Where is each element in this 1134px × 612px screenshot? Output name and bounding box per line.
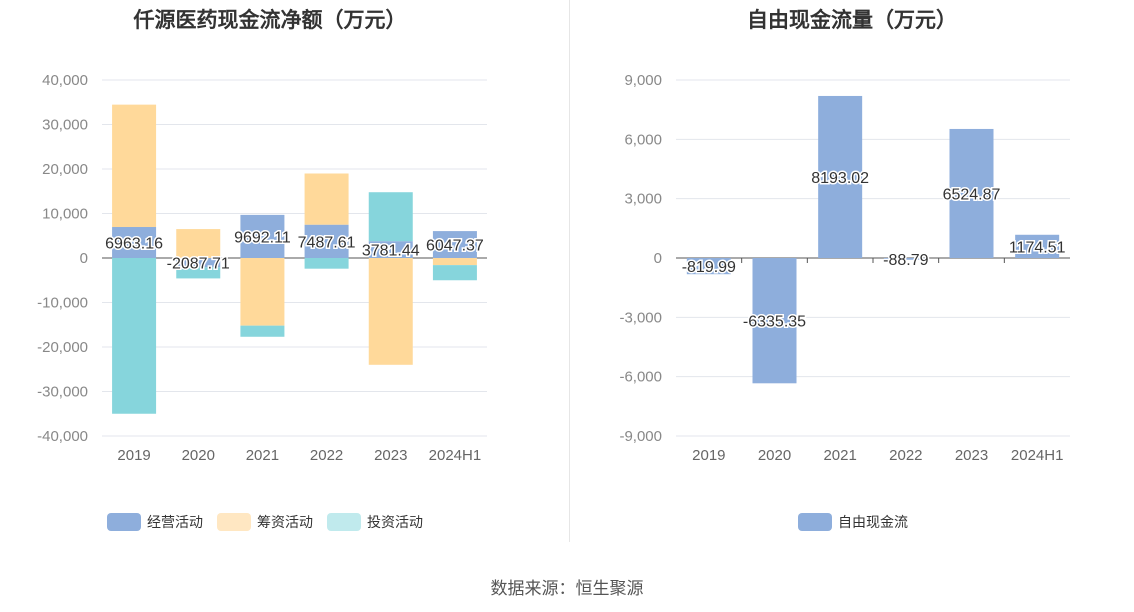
y-tick-label: 10,000 bbox=[42, 206, 88, 223]
data-label: 1174.51 bbox=[1009, 239, 1066, 256]
cash-flow-net-chart: 40,000 30,000 20,000 10,000 0 -10,000 -20,000 -… bbox=[37, 72, 487, 464]
legend-swatch-free-cash-flow bbox=[798, 513, 832, 531]
data-label: 9692.11 bbox=[234, 229, 291, 246]
y-tick-label: 30,000 bbox=[42, 117, 88, 134]
bar-investing-2020 bbox=[176, 267, 221, 279]
bar-financing-2019 bbox=[112, 104, 157, 228]
y-tick-label: -9,000 bbox=[619, 428, 662, 445]
x-tick-label: 2023 bbox=[955, 447, 988, 464]
x-tick-label: 2020 bbox=[182, 447, 215, 464]
y-tick-label: -6,000 bbox=[619, 369, 662, 386]
legend-item-investing[interactable]: 投资活动 bbox=[327, 512, 423, 532]
y-tick-label: -3,000 bbox=[619, 309, 662, 326]
panel-divider bbox=[569, 0, 570, 542]
y-tick-label: 6,000 bbox=[624, 131, 662, 148]
legend-label-financing: 筹资活动 bbox=[257, 515, 313, 531]
legend-item-operating[interactable]: 经营活动 bbox=[107, 512, 203, 532]
bar-operating-2023 bbox=[368, 241, 413, 258]
data-label: 6963.16 bbox=[105, 236, 163, 253]
bar-operating-2019 bbox=[112, 227, 157, 258]
right-legend: 自由现金流 bbox=[798, 512, 908, 532]
bar-financing-2022 bbox=[304, 173, 349, 225]
free-cash-flow-chart: 9,000 6,000 3,000 0 -3,000 -6,000 -9,000 2019 -8… bbox=[619, 72, 1070, 464]
data-label: 7487.61 bbox=[298, 234, 356, 251]
x-tick-label: 2020 bbox=[758, 447, 791, 464]
y-tick-label: 0 bbox=[80, 250, 88, 267]
legend-swatch-operating bbox=[107, 513, 141, 531]
bar-investing-2022 bbox=[304, 258, 349, 269]
data-label: 6524.87 bbox=[943, 186, 1001, 203]
data-source: 数据来源：恒生聚源 bbox=[490, 579, 644, 599]
data-label: -88.79 bbox=[883, 252, 928, 269]
right-chart-title: 自由现金流量（万元） bbox=[747, 8, 957, 32]
bar-financing-2021 bbox=[240, 258, 285, 326]
x-tick-label: 2019 bbox=[692, 447, 725, 464]
y-tick-label: -30,000 bbox=[37, 384, 88, 401]
bar-financing-2023 bbox=[368, 258, 413, 365]
bar-free-cash-flow-2023 bbox=[949, 128, 994, 258]
bar-free-cash-flow-2019 bbox=[686, 258, 731, 275]
y-tick-label: -40,000 bbox=[37, 428, 88, 445]
legend-swatch-financing bbox=[217, 513, 251, 531]
bar-free-cash-flow-2020 bbox=[752, 258, 797, 384]
legend-label-free-cash-flow: 自由现金流 bbox=[838, 515, 908, 531]
bar-free-cash-flow-2021 bbox=[818, 95, 863, 259]
bar-free-cash-flow-2022 bbox=[883, 258, 928, 260]
bar-operating-2024H1 bbox=[432, 231, 477, 258]
y-tick-label: -20,000 bbox=[37, 339, 88, 356]
legend-label-investing: 投资活动 bbox=[367, 515, 423, 531]
data-label: -819.99 bbox=[682, 259, 736, 276]
x-tick-label: 2022 bbox=[889, 447, 922, 464]
bar-investing-2024H1 bbox=[432, 265, 477, 281]
y-tick-label: 0 bbox=[654, 250, 662, 267]
y-tick-label: -10,000 bbox=[37, 295, 88, 312]
legend-label-operating: 经营活动 bbox=[147, 515, 203, 531]
bar-free-cash-flow-2024H1 bbox=[1015, 234, 1060, 258]
x-tick-label: 2021 bbox=[823, 447, 856, 464]
y-tick-label: 40,000 bbox=[42, 72, 88, 89]
x-tick-label: 2021 bbox=[246, 447, 279, 464]
x-tick-label: 2022 bbox=[310, 447, 343, 464]
bar-financing-2020 bbox=[176, 229, 221, 258]
legend-item-free-cash-flow[interactable]: 自由现金流 bbox=[798, 512, 908, 532]
bar-investing-2023 bbox=[368, 192, 413, 242]
x-tick-label: 2019 bbox=[117, 447, 150, 464]
bar-operating-2022 bbox=[304, 224, 349, 258]
left-chart-title: 仟源医药现金流净额（万元） bbox=[133, 8, 407, 32]
x-tick-label: 2024H1 bbox=[1011, 447, 1064, 464]
x-tick-label: 2023 bbox=[374, 447, 407, 464]
y-tick-label: 9,000 bbox=[624, 72, 662, 89]
bar-investing-2019 bbox=[112, 258, 157, 414]
x-tick-label: 2024H1 bbox=[429, 447, 482, 464]
legend-swatch-investing bbox=[327, 513, 361, 531]
legend-item-financing[interactable]: 筹资活动 bbox=[217, 512, 313, 532]
bar-operating-2021 bbox=[240, 214, 285, 258]
bar-operating-2020 bbox=[176, 258, 221, 268]
data-label: 8193.02 bbox=[811, 170, 869, 187]
data-label: 3781.44 bbox=[362, 243, 420, 260]
bar-financing-2024H1 bbox=[432, 258, 477, 266]
left-legend: 经营活动 筹资活动 投资活动 bbox=[107, 512, 423, 532]
data-label: -2087.71 bbox=[167, 256, 230, 273]
y-tick-label: 3,000 bbox=[624, 191, 662, 208]
y-tick-label: 20,000 bbox=[42, 161, 88, 178]
data-label: -6335.35 bbox=[743, 314, 806, 331]
data-label: 6047.37 bbox=[426, 238, 484, 255]
bar-investing-2021 bbox=[240, 325, 285, 337]
